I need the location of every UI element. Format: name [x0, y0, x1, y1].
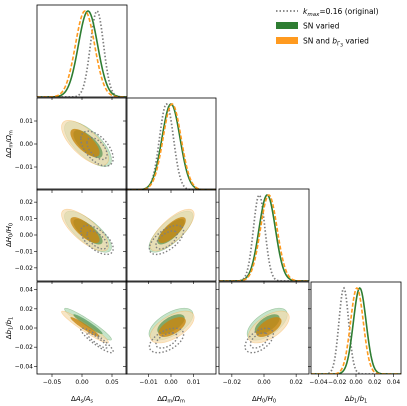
contour-original-inner: [155, 332, 178, 349]
contour-original-inner: [86, 230, 108, 250]
x-tick-label: 0.02: [289, 379, 303, 386]
legend-snb-label: SN and bΓ3 varied: [303, 37, 369, 49]
contour-snb-inner: [158, 317, 186, 337]
x-axis-label: Δb1/b1: [345, 395, 367, 405]
x-tick-label: 0.02: [368, 379, 382, 386]
x-axis-label: ΔH0/H0: [252, 395, 276, 405]
y-tick-label: 0.01: [20, 118, 34, 125]
x-tick-label: 0.00: [257, 379, 271, 386]
legend: kmax=0.16 (original) SN varied SN and bΓ…: [276, 7, 379, 49]
panel-frame: [36, 4, 128, 98]
y-tick-label: 0.02: [20, 199, 34, 206]
panel-3-1: −0.01 0.00 0.01: [123, 281, 217, 386]
marginal-curve-sn: [37, 10, 127, 97]
x-axis-label: ΔAs/As: [71, 395, 93, 405]
contour-sn-inner: [73, 314, 103, 335]
panel-1-0: 0.01 0.00 −0.01: [15, 97, 128, 193]
panel-frame: [310, 281, 402, 375]
contour-snb-inner: [70, 128, 100, 157]
contour-original-outer: [148, 224, 185, 256]
y-tick-label: −0.02: [15, 344, 34, 351]
y-axis-label: ΔΩm/Ωm: [5, 130, 15, 158]
contour-original-inner: [249, 332, 269, 349]
x-tick-label: 0.00: [75, 379, 89, 386]
marginal-curve-snb: [311, 287, 401, 374]
panel-2-2: [216, 188, 310, 284]
panel-frame: [125, 97, 217, 191]
contour-snb-inner: [256, 317, 282, 337]
y-tick-label: 0.01: [20, 216, 34, 223]
x-tick-label: 0.00: [164, 379, 178, 386]
contour-snb-inner: [158, 217, 186, 244]
y-tick-label: 0.02: [20, 306, 34, 313]
marginal-curve-original: [126, 102, 216, 190]
y-tick-label: 0.00: [20, 141, 34, 148]
y-tick-label: −0.01: [15, 248, 34, 255]
marginal-curve-original: [37, 9, 127, 97]
panel-0-0: [36, 4, 128, 100]
x-tick-label: −0.04: [309, 379, 328, 386]
panel-2-1: [123, 188, 217, 284]
panel-1-1: [123, 97, 217, 193]
x-tick-label: −0.02: [223, 379, 242, 386]
marginal-curve-sn: [311, 286, 401, 374]
y-axis-label: ΔH0/H0: [5, 223, 15, 247]
y-axis-label: Δb1/b1: [5, 317, 15, 339]
panel-3-3: −0.04 −0.02 0.00 0.02 0.04: [308, 281, 402, 386]
panel-2-0: 0.02 0.01 0.00 −0.01 −0.02: [15, 188, 128, 284]
corner-panels: 0.010.00−0.010.020.010.00−0.01−0.02−0.05…: [15, 4, 402, 386]
x-tick-label: −0.01: [139, 379, 158, 386]
x-tick-label: 0.04: [387, 379, 401, 386]
x-tick-label: −0.02: [328, 379, 347, 386]
panel-3-2: −0.02 0.00 0.02: [216, 281, 310, 386]
x-tick-label: 0.05: [105, 379, 119, 386]
contour-snb-inner: [70, 217, 100, 244]
x-tick-label: 0.01: [187, 379, 201, 386]
panel-3-0: −0.05 0.00 0.05 0.04 0.02 0.00 −0.02 −0.04: [15, 281, 128, 386]
axis-labels: ΔAs/As ΔΩm/Ωm ΔH0/H0 Δb1/b1 ΔΩm/Ωm ΔH0/H0 Δb1/…: [5, 130, 367, 404]
x-tick-label: −0.05: [43, 379, 62, 386]
contour-original-outer: [244, 327, 275, 354]
legend-sn-swatch: [276, 22, 298, 29]
y-tick-label: 0.00: [20, 325, 34, 332]
y-tick-label: 0.04: [20, 287, 34, 294]
marginal-curve-snb: [219, 194, 309, 281]
contour-original-inner: [86, 137, 108, 161]
y-tick-label: −0.02: [15, 265, 34, 272]
x-tick-label: 0.00: [349, 379, 363, 386]
y-tick-label: −0.01: [15, 164, 34, 171]
contour-original-inner: [86, 332, 108, 349]
y-tick-label: 0.00: [20, 232, 34, 239]
marginal-curve-sn: [219, 194, 309, 281]
y-tick-label: −0.04: [15, 363, 34, 370]
marginal-curve-original: [219, 194, 309, 281]
contour-original-outer: [80, 327, 114, 354]
legend-original-label: kmax=0.16 (original): [303, 7, 379, 18]
x-axis-label: ΔΩm/Ωm: [157, 395, 185, 405]
legend-snb-swatch: [276, 37, 298, 44]
contour-original-outer: [148, 327, 185, 354]
legend-sn-label: SN varied: [303, 22, 340, 31]
